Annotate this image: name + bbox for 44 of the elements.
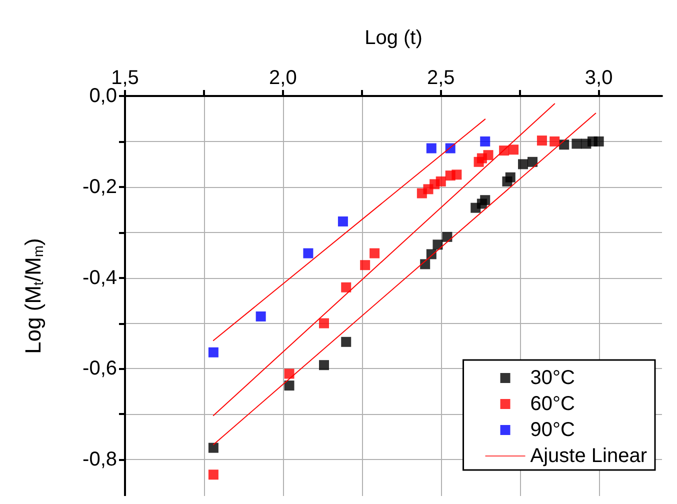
x-tick-label: 2,0 [269, 67, 297, 89]
point [432, 240, 443, 250]
y-axis-title: Log (Mt/Mm) [20, 238, 46, 354]
point [436, 176, 446, 186]
point [550, 136, 560, 146]
point [572, 138, 582, 149]
point [420, 259, 430, 270]
point [341, 282, 352, 292]
y-tick-label: -0,6 [82, 358, 117, 380]
x-tick-label: 2,5 [426, 67, 455, 89]
y-tick-label: -0,8 [82, 448, 117, 471]
y-tick-label: -0,2 [82, 176, 117, 198]
point [303, 248, 314, 258]
point [442, 232, 452, 242]
legend-label: 60°C [530, 393, 575, 415]
point [370, 248, 380, 258]
point [208, 347, 218, 358]
point [360, 260, 370, 270]
point [508, 144, 519, 155]
x-tick-label: 3,0 [584, 67, 613, 89]
point [483, 150, 494, 160]
point [480, 136, 490, 146]
point [208, 470, 218, 480]
point [594, 136, 604, 146]
legend-label: 90°C [530, 419, 575, 441]
point [480, 195, 490, 206]
point [319, 360, 330, 370]
point [338, 216, 348, 226]
point [208, 442, 218, 453]
point [452, 170, 462, 180]
legend-label: 30°C [530, 367, 575, 389]
point [284, 380, 294, 391]
point [527, 156, 538, 167]
point [341, 336, 352, 347]
point [319, 318, 330, 328]
legend-label: Ajuste Linear [530, 445, 648, 467]
x-axis-title: Log (t) [364, 27, 422, 49]
point [284, 368, 294, 379]
y-tick-label: -0,4 [82, 266, 117, 289]
point [426, 143, 436, 154]
point [518, 159, 528, 170]
point [256, 311, 266, 322]
point [536, 136, 547, 146]
point [505, 172, 516, 182]
